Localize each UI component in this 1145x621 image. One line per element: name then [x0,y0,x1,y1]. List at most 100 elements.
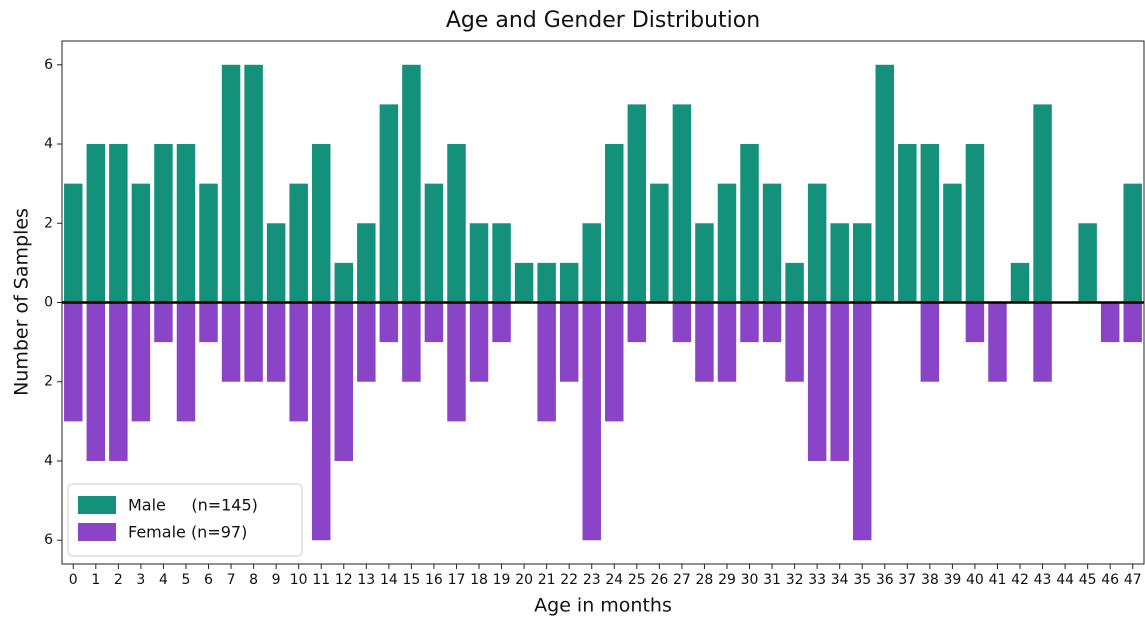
bar [852,223,872,303]
legend-box [67,483,303,557]
bar [762,183,782,303]
bar [64,302,83,422]
bar [244,302,263,382]
bar [537,262,556,303]
x-tick-label: 36 [876,572,894,588]
bar [1033,302,1052,382]
bar [717,183,737,303]
y-axis-label: Number of Samples [11,208,33,396]
x-tick-label: 2 [114,572,123,588]
x-tick-label: 20 [515,572,533,588]
bar [334,302,354,461]
x-tick-label: 5 [182,572,191,588]
bar [1078,223,1097,303]
bar [379,104,399,303]
x-tick-label: 22 [560,572,578,588]
bar [469,223,489,303]
bar [244,64,263,303]
bar [131,183,151,303]
bar [582,302,601,541]
bar [514,262,534,303]
bar [447,302,466,422]
legend-swatch [78,523,116,541]
y-tick-label: 2 [44,215,53,231]
bar [424,183,444,303]
bar [131,302,151,422]
bar [920,144,940,303]
x-tick-label: 41 [989,572,1007,588]
bar [695,302,714,382]
legend-label: Female (n=97) [128,523,247,542]
x-tick-label: 19 [493,572,511,588]
x-tick-label: 6 [204,572,213,588]
y-tick-label: 2 [44,374,53,390]
bar [357,302,376,382]
bar [830,302,849,461]
x-tick-label: 47 [1124,572,1142,588]
bar [1123,302,1142,343]
x-tick-label: 43 [1034,572,1052,588]
x-tick-label: 7 [227,572,236,588]
bar [672,302,692,343]
x-tick-label: 37 [898,572,916,588]
bar [650,183,669,303]
bar [605,144,624,303]
bar [605,302,624,422]
x-tick-label: 4 [159,572,168,588]
x-tick-label: 11 [312,572,330,588]
bar [221,302,241,382]
y-tick-label: 0 [44,295,53,311]
x-tick-label: 44 [1056,572,1074,588]
bar [717,302,737,382]
y-tick-label: 6 [44,57,53,73]
x-tick-label: 46 [1101,572,1119,588]
x-tick-label: 35 [853,572,871,588]
x-tick-label: 45 [1079,572,1097,588]
x-tick-label: 31 [763,572,781,588]
x-tick-label: 14 [380,572,398,588]
x-tick-label: 24 [605,572,623,588]
bar [176,144,196,303]
x-tick-label: 18 [470,572,488,588]
bar [740,144,759,303]
x-axis-label: Age in months [534,595,672,617]
bar [334,262,354,303]
legend-swatch [78,496,116,514]
bar [357,223,376,303]
bar [785,262,804,303]
bar [109,302,128,461]
x-tick-label: 32 [786,572,804,588]
bar [762,302,782,343]
x-tick-label: 23 [583,572,601,588]
bar [311,302,331,541]
x-tick-label: 15 [402,572,420,588]
y-tick-label: 4 [44,136,53,152]
legend-label: Male (n=145) [128,496,258,515]
bar [943,183,962,303]
bar [86,144,106,303]
x-tick-label: 21 [538,572,556,588]
bar [965,302,985,343]
bar [1033,104,1052,303]
bar [807,302,827,461]
bar [582,223,601,303]
bar [86,302,106,461]
bar [469,302,489,382]
bar [492,223,511,303]
bar [266,302,286,382]
bar [852,302,872,541]
bar [875,64,895,303]
x-tick-label: 39 [943,572,961,588]
y-tick-label: 4 [44,453,53,469]
x-tick-label: 34 [831,572,849,588]
bar [109,144,128,303]
x-tick-label: 1 [91,572,100,588]
y-tick-label: 6 [44,532,53,548]
x-tick-label: 25 [628,572,646,588]
bar [988,302,1007,382]
x-tick-label: 10 [290,572,308,588]
bar [424,302,444,343]
x-tick-label: 17 [448,572,466,588]
bar [379,302,399,343]
